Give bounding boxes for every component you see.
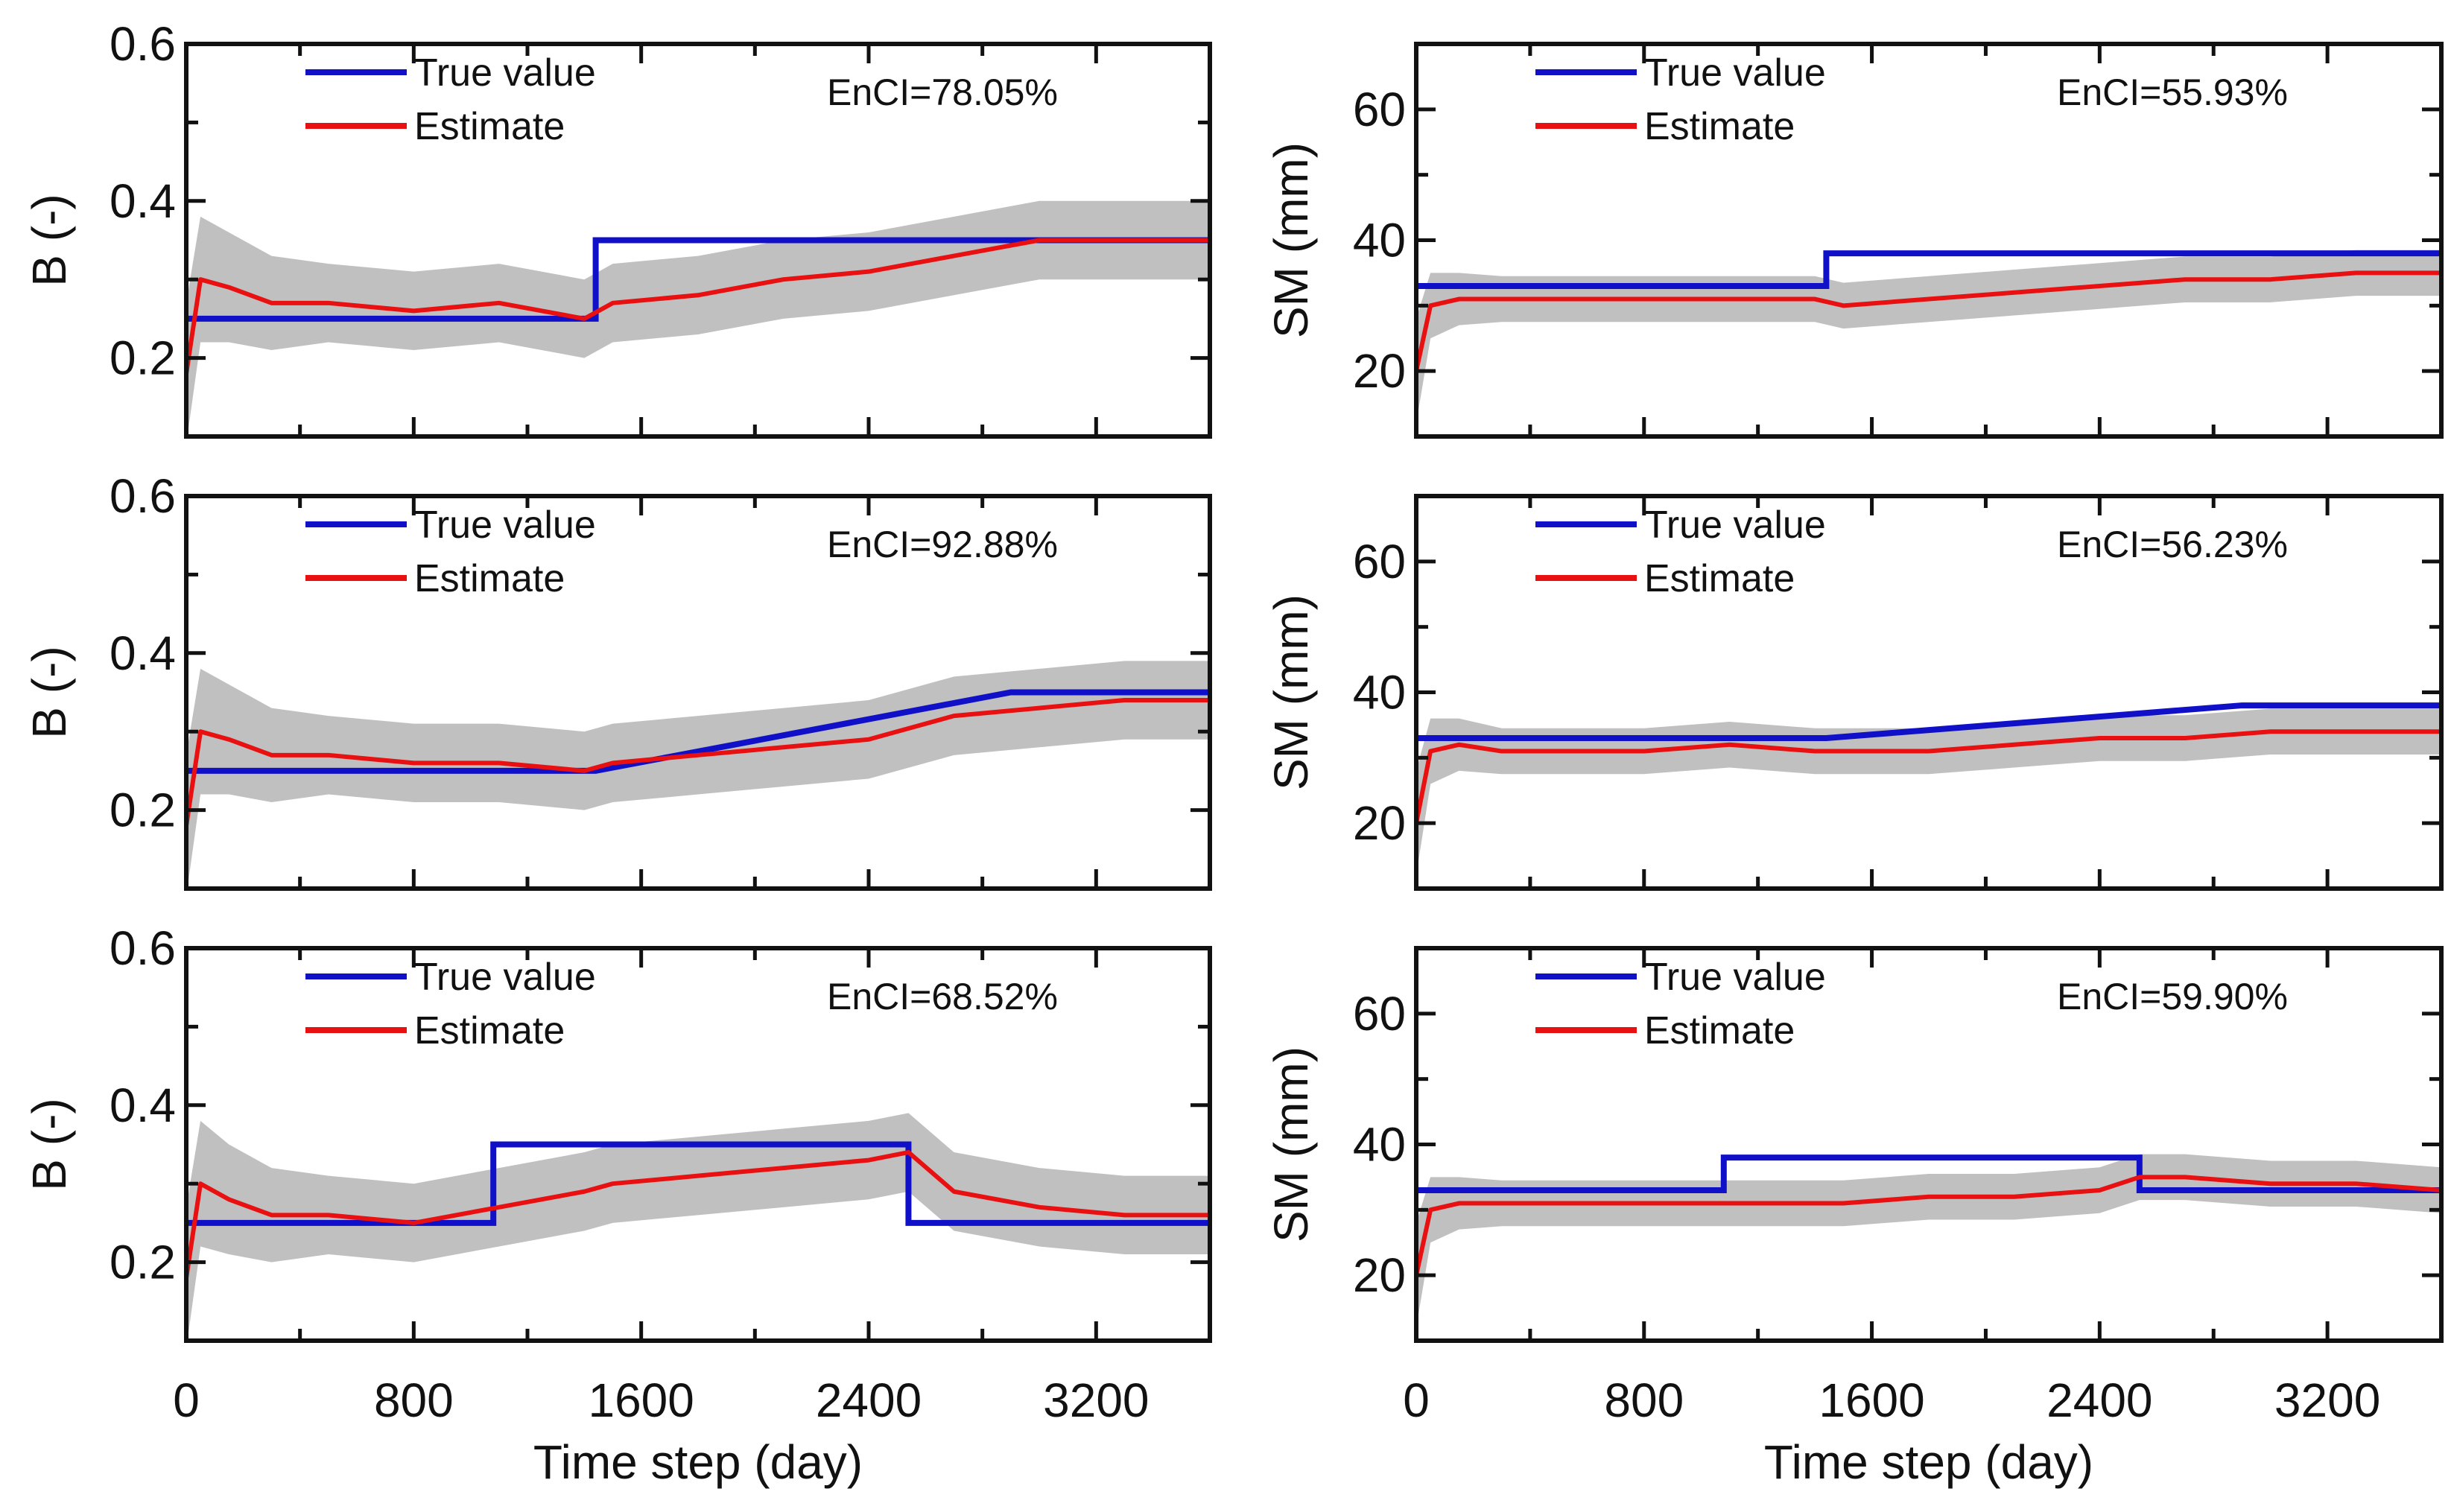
uncertainty-band <box>186 200 1210 436</box>
y-tick-label: 0.4 <box>110 1079 176 1132</box>
true-value-line <box>186 689 1210 774</box>
x-tick-label: 2400 <box>816 1373 922 1427</box>
y-tick-label: 0.6 <box>110 921 176 975</box>
y-tick-label: 0.2 <box>110 1236 176 1289</box>
x-tick-label: 3200 <box>2274 1373 2380 1427</box>
true-value-line <box>186 237 1210 322</box>
x-axis-label: Time step (day) <box>1764 1435 2093 1489</box>
encl-annotation: EnCI=55.93% <box>2057 72 2288 113</box>
encl-annotation: EnCI=56.23% <box>2057 524 2288 565</box>
x-tick-label: 1600 <box>1819 1373 1924 1427</box>
legend-estimate-label: Estimate <box>1644 1009 1795 1052</box>
y-tick-label: 0.6 <box>110 17 176 71</box>
y-axis-label: B (-) <box>22 646 76 738</box>
legend: True value Estimate <box>305 504 596 600</box>
panel-B-linear: 0.2 0.4 0.6 B (-) True value Estimate EnCI=92.… <box>22 469 1212 891</box>
x-tick-label: 800 <box>374 1373 454 1427</box>
plot-frame <box>184 946 1212 1343</box>
encl-annotation: EnCI=92.88% <box>827 524 1058 565</box>
true-value-line <box>1416 1154 2441 1193</box>
legend: True value Estimate <box>305 956 596 1052</box>
plot-frame <box>184 42 1212 439</box>
x-tick-label: 0 <box>1403 1373 1430 1427</box>
uncertainty-band <box>1416 250 2441 424</box>
panel-SM-pulse: 0 800 1600 2400 3200 20 40 60 SM (mm) Time step (… <box>1264 946 2444 1489</box>
plot-area <box>186 661 1210 889</box>
y-tick-label: 40 <box>1353 214 1406 267</box>
plot-area <box>186 1113 1210 1341</box>
estimate-line <box>1416 270 2441 372</box>
y-axis-label: SM (mm) <box>1264 594 1318 790</box>
encl-annotation: EnCI=68.52% <box>827 976 1058 1017</box>
x-tick-label: 0 <box>173 1373 200 1427</box>
y-tick-label: 20 <box>1353 344 1406 398</box>
y-axis-label: SM (mm) <box>1264 1046 1318 1242</box>
true-value-line <box>1416 702 2441 741</box>
y-tick-label: 60 <box>1353 987 1406 1041</box>
legend-true-label: True value <box>1644 504 1826 547</box>
encl-annotation: EnCI=59.90% <box>2057 976 2288 1017</box>
legend: True value Estimate <box>1535 504 1826 600</box>
panel-SM-linear: 20 40 60 SM (mm) True value Estimate EnCI=56.2… <box>1264 494 2444 891</box>
legend: True value Estimate <box>1535 51 1826 148</box>
y-tick-label: 40 <box>1353 1118 1406 1172</box>
estimate-line <box>186 1150 1210 1279</box>
y-tick-label: 0.2 <box>110 331 176 385</box>
legend-true-label: True value <box>1644 51 1826 95</box>
encl-annotation: EnCI=78.05% <box>827 72 1058 113</box>
y-tick-label: 40 <box>1353 666 1406 720</box>
y-axis-label: SM (mm) <box>1264 142 1318 338</box>
legend: True value Estimate <box>305 51 596 148</box>
legend-estimate-label: Estimate <box>414 105 565 148</box>
uncertainty-band <box>186 1113 1210 1341</box>
x-tick-label: 1600 <box>588 1373 694 1427</box>
estimate-line <box>1416 1175 2441 1276</box>
panel-B-step: 0.2 0.4 0.6 B (-) True value Estimate EnCI=78.… <box>22 17 1212 439</box>
plot-frame <box>184 494 1212 891</box>
panel-SM-step: 20 40 60 SM (mm) True value Estimate EnCI=55.9… <box>1264 42 2444 439</box>
true-value-line <box>186 1141 1210 1226</box>
x-tick-label: 2400 <box>2046 1373 2152 1427</box>
legend-true-label: True value <box>414 956 596 999</box>
x-tick-label: 3200 <box>1043 1373 1149 1427</box>
legend-true-label: True value <box>414 51 596 95</box>
legend-true-label: True value <box>414 504 596 547</box>
legend-estimate-label: Estimate <box>414 557 565 600</box>
y-axis-label: B (-) <box>22 1098 76 1190</box>
legend: True value Estimate <box>1535 956 1826 1052</box>
y-tick-label: 0.4 <box>110 626 176 680</box>
y-tick-label: 20 <box>1353 796 1406 850</box>
y-tick-label: 60 <box>1353 535 1406 588</box>
y-axis-label: B (-) <box>22 194 76 286</box>
estimate-line <box>186 698 1210 827</box>
legend-estimate-label: Estimate <box>1644 105 1795 148</box>
y-tick-label: 0.2 <box>110 784 176 837</box>
y-tick-label: 0.6 <box>110 469 176 523</box>
plot-area <box>1416 250 2441 424</box>
y-tick-label: 20 <box>1353 1248 1406 1302</box>
plot-area <box>186 200 1210 436</box>
y-tick-label: 0.4 <box>110 174 176 228</box>
panel-B-pulse: 0 800 1600 2400 3200 0.2 0.4 0.6 B (-) Time step … <box>22 921 1212 1489</box>
true-value-line <box>1416 250 2441 289</box>
plot-area <box>1416 1154 2441 1328</box>
uncertainty-band <box>186 661 1210 889</box>
estimate-line <box>186 238 1210 375</box>
legend-true-label: True value <box>1644 956 1826 999</box>
x-axis-label: Time step (day) <box>533 1435 863 1489</box>
legend-estimate-label: Estimate <box>1644 557 1795 600</box>
uncertainty-band <box>1416 1154 2441 1328</box>
plot-area <box>1416 702 2441 876</box>
x-tick-label: 800 <box>1604 1373 1684 1427</box>
y-tick-label: 60 <box>1353 83 1406 136</box>
estimate-line <box>1416 729 2441 824</box>
legend-estimate-label: Estimate <box>414 1009 565 1052</box>
